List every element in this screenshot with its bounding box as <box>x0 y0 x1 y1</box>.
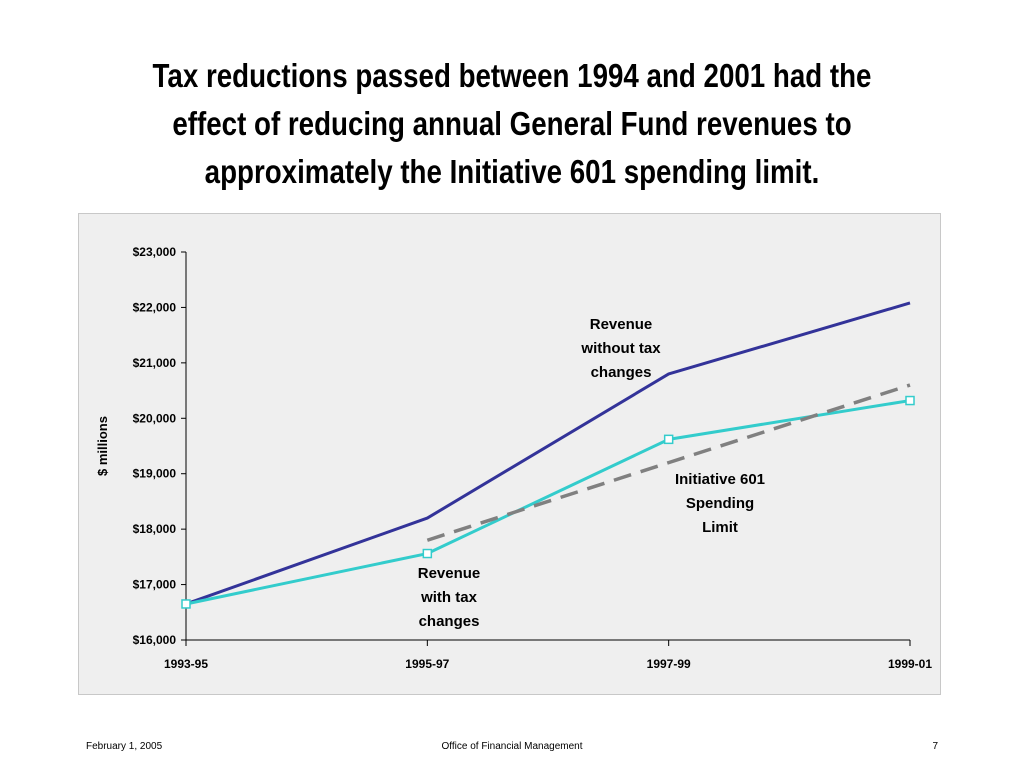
slide-title: Tax reductions passed between 1994 and 2… <box>116 52 909 196</box>
series-labels: Revenue without tax changes Revenue with tax… <box>418 316 765 630</box>
x-tick-label: 1999-01 <box>888 657 932 671</box>
chart-panel: $16,000 $17,000 $18,000 $19,000 $20,000 $21,0… <box>78 213 941 695</box>
data-point-marker <box>422 548 433 559</box>
series-label-line: Initiative 601 <box>675 471 765 488</box>
data-point-marker <box>663 434 674 445</box>
series-label-revenue-with-tax-changes: Revenue with tax changes <box>418 565 481 630</box>
x-tick-label: 1997-99 <box>647 657 691 671</box>
series-label-line: changes <box>591 364 652 381</box>
y-axis-label: $ millions <box>95 416 110 476</box>
data-point-marker <box>181 599 191 609</box>
y-tick-label: $22,000 <box>133 300 177 314</box>
axes: $16,000 $17,000 $18,000 $19,000 $20,000 $21,0… <box>95 245 932 671</box>
y-tick-label: $19,000 <box>133 467 177 481</box>
title-line: approximately the Initiative 601 spendin… <box>204 153 820 190</box>
y-tick-label: $23,000 <box>133 245 177 259</box>
y-tick-label: $16,000 <box>133 633 177 647</box>
title-line: effect of reducing annual General Fund r… <box>172 105 852 142</box>
series-label-revenue-without-tax-changes: Revenue without tax changes <box>580 316 661 381</box>
series-label-line: without tax <box>580 340 661 357</box>
data-point-marker <box>905 395 915 406</box>
footer-page-number: 7 <box>932 741 938 752</box>
y-tick-label: $21,000 <box>133 356 177 370</box>
series-label-line: with tax <box>420 589 477 606</box>
footer-date: February 1, 2005 <box>86 741 163 752</box>
series-label-line: Spending <box>686 495 754 512</box>
series-line-initiative-601-limit <box>426 383 911 542</box>
y-tick-label: $18,000 <box>133 522 177 536</box>
series-label-line: Limit <box>702 519 738 536</box>
line-chart: $16,000 $17,000 $18,000 $19,000 $20,000 $21,0… <box>95 245 932 671</box>
series-label-initiative-601-limit: Initiative 601 Spending Limit <box>675 471 765 536</box>
series-label-line: changes <box>419 613 480 630</box>
series-lines <box>185 301 911 606</box>
footer-organization: Office of Financial Management <box>441 741 583 752</box>
x-tick-label: 1993-95 <box>164 657 208 671</box>
y-tick-label: $20,000 <box>133 411 177 425</box>
series-label-line: Revenue <box>590 316 653 333</box>
title-line: Tax reductions passed between 1994 and 2… <box>152 57 872 94</box>
series-line-revenue-without-tax-changes <box>185 301 911 606</box>
series-markers <box>181 395 915 609</box>
series-line-revenue-with-tax-changes <box>185 399 911 606</box>
x-tick-label: 1995-97 <box>405 657 449 671</box>
series-label-line: Revenue <box>418 565 481 582</box>
y-tick-label: $17,000 <box>133 578 177 592</box>
